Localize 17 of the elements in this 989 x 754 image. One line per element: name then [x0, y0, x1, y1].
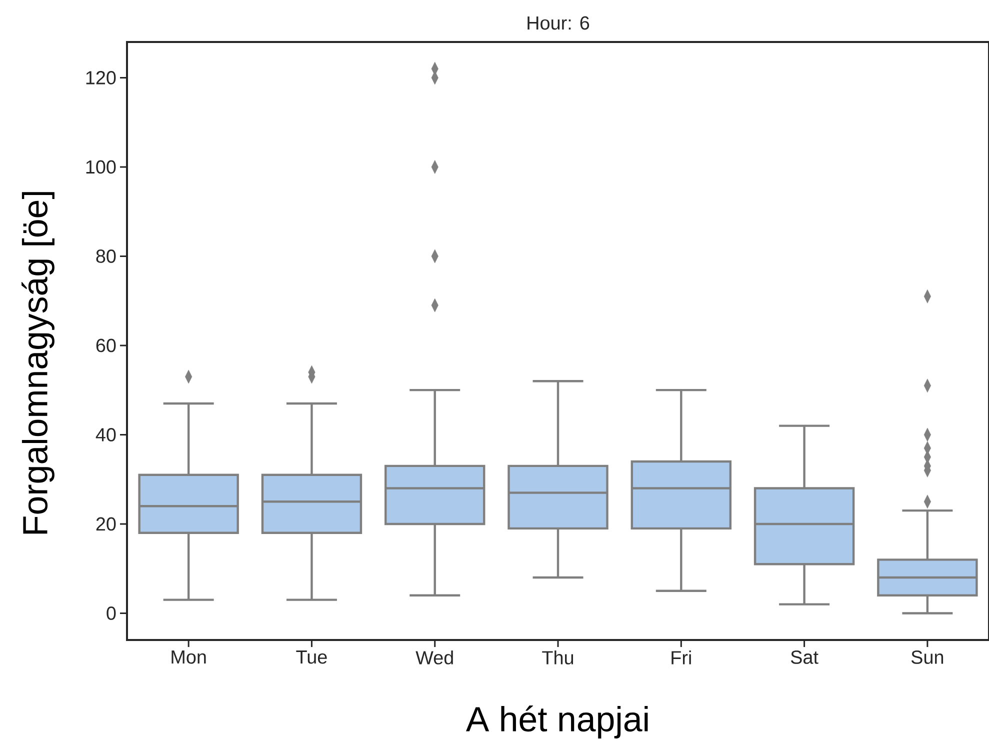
x-tick-label: Sun — [911, 650, 944, 664]
x-tick-label: Mon — [172, 650, 206, 664]
x-tick-label: Thu — [542, 650, 574, 664]
y-tick-label: 120 — [86, 70, 116, 84]
y-tick-label: 80 — [96, 250, 116, 263]
y-tick-label: 40 — [96, 428, 116, 442]
x-tick-label: Sat — [790, 650, 818, 664]
y-tick-label: 20 — [96, 517, 116, 531]
y-tick-label: 0 — [106, 606, 116, 620]
chart-title: Hour: 6 — [528, 16, 590, 30]
x-tick-label: Fri — [672, 650, 691, 664]
y-tick-label: 60 — [96, 338, 116, 352]
x-tick-label: Wed — [416, 650, 453, 664]
y-axis-title: Forgalomnagyság [öe] — [22, 192, 54, 534]
y-tick-label: 100 — [86, 160, 116, 174]
x-tick-label: Tue — [296, 650, 327, 664]
x-axis-title: A hét napjai — [466, 706, 648, 738]
